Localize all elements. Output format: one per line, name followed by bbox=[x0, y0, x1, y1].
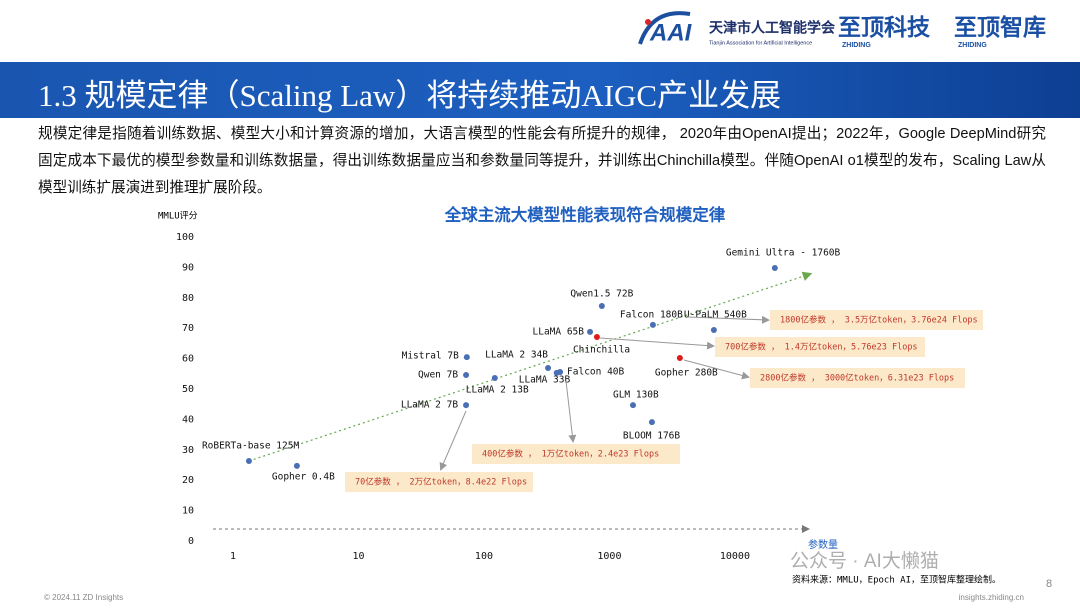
y-tick-label: 70 bbox=[182, 323, 194, 334]
data-point bbox=[463, 372, 470, 379]
data-point bbox=[710, 327, 717, 334]
point-label: U-PaLM 540B bbox=[684, 310, 747, 321]
x-tick-label: 10000 bbox=[720, 551, 750, 562]
data-point bbox=[463, 402, 470, 409]
annotation-box bbox=[715, 337, 925, 357]
y-tick-label: 90 bbox=[182, 262, 194, 273]
y-tick-label: 0 bbox=[188, 536, 194, 547]
data-point bbox=[587, 328, 594, 335]
annotation-text: 2800亿参数 ， 3000亿token，6.31e23 Flops bbox=[760, 373, 954, 384]
logo-dot bbox=[645, 19, 651, 25]
data-point bbox=[593, 334, 600, 341]
y-tick-label: 80 bbox=[182, 293, 194, 304]
data-point bbox=[463, 354, 470, 361]
annotation-box bbox=[750, 368, 965, 388]
point-label: Falcon 180B bbox=[620, 309, 683, 320]
y-axis-label: MMLU评分 bbox=[158, 211, 198, 222]
data-point bbox=[771, 265, 778, 272]
watermark: 公众号 · AI大懒猫 bbox=[790, 550, 939, 572]
data-point bbox=[545, 365, 552, 372]
footer-url: insights.zhiding.cn bbox=[958, 593, 1024, 602]
point-label: Mistral 7B bbox=[402, 351, 459, 362]
page-number: 8 bbox=[1046, 578, 1053, 590]
brand-1-sub: ZHIDING bbox=[842, 42, 871, 49]
y-tick-label: 100 bbox=[176, 232, 194, 243]
point-label: Qwen 7B bbox=[418, 370, 458, 381]
chart: 全球主流大模型性能表现符合规模定律 MMLU评分 参数量 资料来源：MMLU，E… bbox=[158, 204, 1001, 586]
org-logo: AAI bbox=[649, 19, 693, 46]
annotation-text: 1800亿参数 ， 3.5万亿token，3.76e24 Flops bbox=[780, 315, 978, 326]
y-tick-label: 20 bbox=[182, 475, 194, 486]
annotation-arrow bbox=[599, 337, 715, 350]
y-tick-label: 50 bbox=[182, 384, 194, 395]
point-label: Chinchilla bbox=[573, 345, 630, 356]
brand-2-sub: ZHIDING bbox=[958, 42, 987, 49]
y-tick-label: 10 bbox=[182, 506, 194, 517]
annotation-text: 70亿参数 ， 2万亿token，8.4e22 Flops bbox=[355, 477, 527, 488]
point-label: Falcon 40B bbox=[567, 366, 624, 377]
point-label: GLM 130B bbox=[613, 390, 659, 401]
point-label: Qwen1.5 72B bbox=[570, 289, 633, 300]
data-point bbox=[629, 402, 636, 409]
title-banner: 1.3 规模定律（Scaling Law）将持续推动AIGC产业发展 bbox=[0, 62, 1080, 118]
y-tick-label: 60 bbox=[182, 354, 194, 365]
y-tick-label: 30 bbox=[182, 445, 194, 456]
data-point bbox=[557, 368, 564, 375]
x-tick-label: 10 bbox=[352, 551, 364, 562]
x-tick-label: 1000 bbox=[597, 551, 621, 562]
point-label: RoBERTa-base 125M bbox=[202, 441, 300, 452]
brand-1: 至顶科技 bbox=[838, 14, 931, 40]
annotation-arrow bbox=[565, 380, 577, 443]
point-label: Gopher 280B bbox=[655, 367, 718, 378]
point-label: LLaMA 65B bbox=[533, 326, 585, 337]
annotation-text: 400亿参数 ， 1万亿token，2.4e23 Flops bbox=[482, 449, 659, 460]
annotation-arrow bbox=[687, 315, 770, 324]
point-label: LLaMA 2 34B bbox=[485, 350, 548, 361]
point-label: Gemini Ultra - 1760B bbox=[726, 248, 841, 259]
copyright: © 2024.11 ZD Insights bbox=[44, 593, 124, 602]
point-label: LLaMA 2 13B bbox=[466, 385, 529, 396]
data-point bbox=[676, 354, 683, 361]
chart-title: 全球主流大模型性能表现符合规模定律 bbox=[444, 204, 726, 224]
x-tick-label: 100 bbox=[475, 551, 493, 562]
annotation-arrow bbox=[683, 359, 750, 380]
point-label: BLOOM 176B bbox=[623, 431, 680, 442]
point-label: LLaMA 33B bbox=[519, 374, 571, 385]
x-tick-label: 1 bbox=[230, 551, 236, 562]
org-english: Tianjin Association for Artificial Intel… bbox=[709, 40, 812, 46]
data-point bbox=[649, 321, 656, 328]
data-point bbox=[245, 458, 252, 465]
data-point bbox=[293, 462, 300, 469]
header: AAI 天津市人工智能学会 Tianjin Association for Ar… bbox=[638, 11, 1046, 49]
annotation-text: 700亿参数 ， 1.4万亿token，5.76e23 Flops bbox=[725, 342, 918, 353]
annotation-arrow bbox=[439, 410, 467, 471]
slide-title: 1.3 规模定律（Scaling Law）将持续推动AIGC产业发展 bbox=[38, 78, 782, 113]
y-tick-label: 40 bbox=[182, 414, 194, 425]
data-point bbox=[648, 419, 655, 426]
org-name: 天津市人工智能学会 bbox=[709, 20, 836, 36]
body-text: 规模定律是指随着训练数据、模型大小和计算资源的增加，大语言模型的性能会有所提升的… bbox=[38, 126, 1046, 196]
source: 资料来源：MMLU，Epoch AI，至顶智库整理绘制。 bbox=[792, 574, 1001, 586]
data-point bbox=[491, 375, 498, 382]
trend-line bbox=[248, 271, 813, 462]
point-label: Gopher 0.4B bbox=[272, 471, 335, 482]
data-point bbox=[598, 303, 605, 310]
point-label: LLaMA 2 7B bbox=[401, 400, 458, 411]
annotation-box bbox=[472, 444, 680, 464]
logo-swoosh bbox=[638, 11, 691, 45]
annotation-box bbox=[345, 472, 533, 492]
x-axis-label: 参数量 bbox=[808, 538, 838, 551]
brand-2: 至顶智库 bbox=[954, 14, 1046, 40]
annotation-box bbox=[770, 310, 983, 330]
